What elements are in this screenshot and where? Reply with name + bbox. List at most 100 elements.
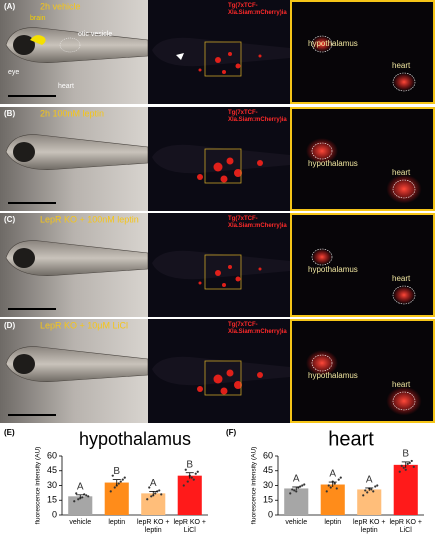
data-point <box>109 490 112 493</box>
eye <box>13 35 35 55</box>
bar <box>284 488 309 515</box>
data-point <box>408 461 411 464</box>
data-point <box>335 487 338 490</box>
larva-outline <box>152 144 290 174</box>
data-point <box>186 480 189 483</box>
data-point <box>148 486 151 489</box>
transgene-label: Tg(7xTCF-Xla.Siam:mCherry)ia <box>228 110 287 123</box>
larva-outline <box>152 356 290 386</box>
bar <box>104 482 129 515</box>
signal <box>258 267 262 271</box>
data-point <box>113 486 116 489</box>
transgene-label: Tg(7xTCF-Xla.Siam:mCherry)ia <box>228 322 287 335</box>
signal <box>215 57 221 63</box>
hypothalamus-roi <box>311 35 333 53</box>
zoom-label: hypothalamus <box>308 39 358 48</box>
chart-label: (E) <box>4 428 15 437</box>
data-point <box>400 464 403 467</box>
chart-label: (F) <box>226 428 237 437</box>
data-point <box>190 476 193 479</box>
data-point <box>192 478 195 481</box>
significance-letter: A <box>329 469 336 480</box>
data-point <box>337 478 340 481</box>
data-point <box>291 488 294 491</box>
y-tick-label: 30 <box>263 480 273 490</box>
y-tick-label: 60 <box>47 450 57 460</box>
data-point <box>150 495 153 498</box>
transgene-label: Tg(7xTCF-Xla.Siam:mCherry)ia <box>228 3 287 16</box>
data-point <box>194 472 197 475</box>
signal <box>226 157 234 165</box>
signal <box>234 381 242 389</box>
zoom-label: heart <box>392 380 411 389</box>
zoom-box <box>204 360 242 396</box>
data-point <box>182 484 185 487</box>
annotation: brain <box>30 15 46 22</box>
signal <box>235 276 241 282</box>
zoom-label: heart <box>392 168 411 177</box>
data-point <box>374 485 377 488</box>
data-point <box>412 465 415 468</box>
hypothalamus-roi <box>311 248 333 266</box>
y-tick-label: 15 <box>47 495 57 505</box>
signal <box>213 374 223 384</box>
data-point <box>372 490 375 493</box>
panel-label: (B) <box>4 109 15 118</box>
eye <box>13 142 35 162</box>
x-tick-label: vehicle <box>285 519 308 526</box>
y-tick-label: 15 <box>263 495 273 505</box>
bar <box>177 475 202 515</box>
data-point <box>196 470 199 473</box>
significance-letter: A <box>77 481 84 492</box>
data-point <box>293 489 296 492</box>
data-point <box>325 490 328 493</box>
signal <box>228 52 232 56</box>
signal <box>226 369 234 377</box>
brain-highlight <box>30 35 46 45</box>
signal <box>228 265 232 269</box>
larva-outline <box>152 37 290 67</box>
x-tick-label: vehicle <box>69 519 92 526</box>
panel-label: (D) <box>4 321 15 330</box>
data-point <box>85 494 88 497</box>
panel-label: (C) <box>4 215 15 224</box>
x-tick-label: lepR KO + leptin <box>353 519 386 534</box>
signal <box>222 283 226 287</box>
heart-roi <box>392 391 416 411</box>
data-point <box>376 484 379 487</box>
data-point <box>123 476 126 479</box>
signal <box>213 162 223 172</box>
eye <box>13 354 35 374</box>
data-point <box>160 493 163 496</box>
heart-signal <box>386 386 422 416</box>
data-point <box>364 489 367 492</box>
data-point <box>79 497 82 500</box>
significance-letter: A <box>150 478 157 489</box>
zoom-label: hypothalamus <box>308 371 358 380</box>
signal <box>198 281 202 285</box>
signal <box>222 70 226 74</box>
signal <box>257 160 263 166</box>
x-tick-label: lepR KO + LiCl <box>389 519 423 534</box>
bar <box>357 489 382 515</box>
significance-letter: B <box>186 459 193 470</box>
y-axis-label: fluorescence intensity (AU) <box>251 447 258 525</box>
data-point <box>146 498 149 501</box>
heart-roi <box>392 179 416 199</box>
condition: 2h vehicle <box>40 1 81 11</box>
zoom-box <box>204 41 242 77</box>
x-tick-label: leptin <box>108 519 126 526</box>
x-tick-label: leptin <box>324 519 342 526</box>
zoom-label: hypothalamus <box>308 265 358 274</box>
heart-roi <box>392 285 416 305</box>
data-point <box>404 468 407 471</box>
annotation: otic vesicle <box>78 31 112 38</box>
zoom-box <box>204 254 242 290</box>
data-point <box>158 489 161 492</box>
y-tick-label: 0 <box>268 509 273 519</box>
y-tick-label: 30 <box>47 480 57 490</box>
data-point <box>327 484 330 487</box>
otic-outline <box>59 37 81 53</box>
signal <box>257 372 263 378</box>
